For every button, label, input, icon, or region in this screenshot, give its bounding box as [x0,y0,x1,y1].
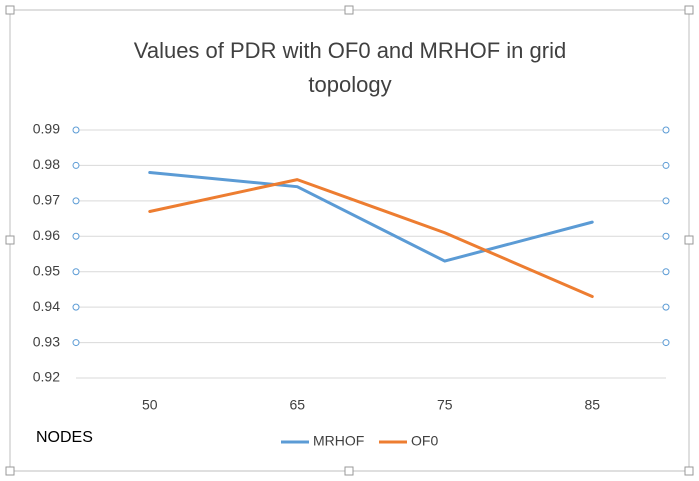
y-tick-label: 0.98 [33,156,60,172]
x-tick-label: 50 [142,397,158,413]
handle [344,5,354,15]
x-tick-label: 65 [289,397,305,413]
series-line [148,171,594,263]
chart-border [9,9,690,472]
grid-marker [72,197,80,205]
grid-marker [662,126,670,134]
y-tick-label: 0.92 [33,369,60,385]
handle [344,466,354,476]
y-tick-label: 0.94 [33,298,60,314]
grid-marker [72,161,80,169]
legend-label: OF0 [411,433,438,449]
grid-marker [72,339,80,347]
grid-marker [72,268,80,276]
y-tick-label: 0.97 [33,192,60,208]
chart-title: Values of PDR with OF0 and MRHOF in grid… [133,38,567,97]
grid-marker [72,232,80,240]
grid-marker [662,197,670,205]
series-line [148,178,594,299]
x-tick-label: 85 [584,397,600,413]
x-tick-label: 75 [437,397,453,413]
handle [684,5,694,15]
grid-marker [662,268,670,276]
grid-marker [72,303,80,311]
y-tick-label: 0.99 [33,121,60,137]
y-tick-label: 0.95 [33,262,60,278]
y-tick-label: 0.93 [33,333,60,349]
handle [5,466,15,476]
handle [684,466,694,476]
handle [5,235,15,245]
grid-marker [662,232,670,240]
grid-marker [662,161,670,169]
y-tick-label: 0.96 [33,227,60,243]
x-axis-label: NODES [36,429,93,446]
handle [684,235,694,245]
grid-marker [662,339,670,347]
grid-marker [72,126,80,134]
handle [5,5,15,15]
grid-marker [662,303,670,311]
legend-label: MRHOF [313,433,364,449]
